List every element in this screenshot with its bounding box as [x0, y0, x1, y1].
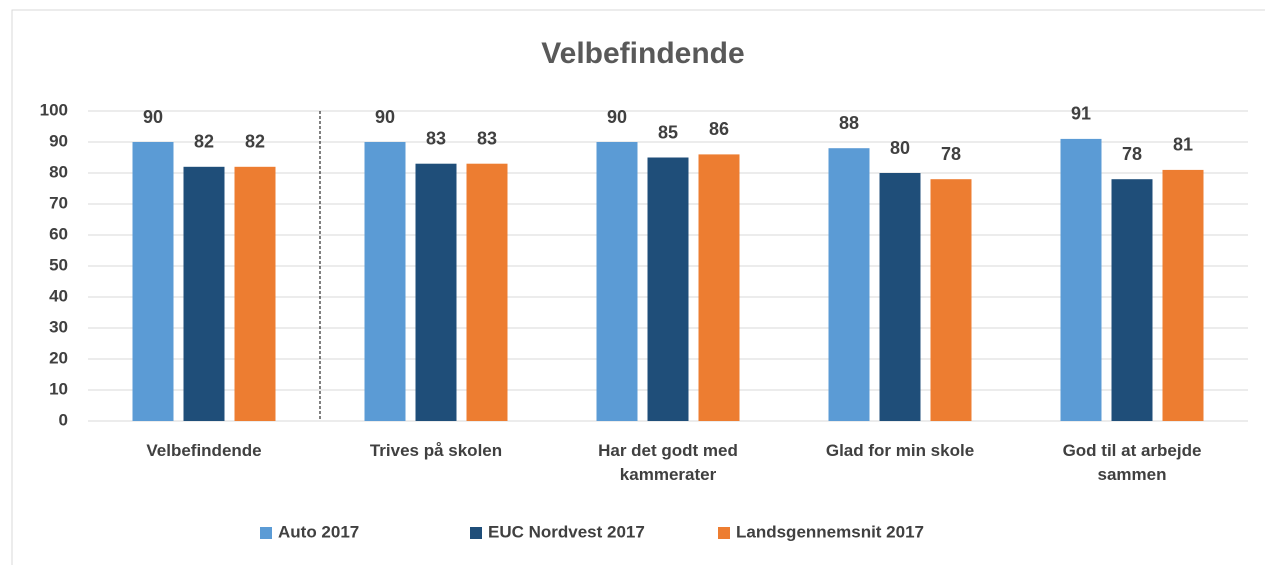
data-label: 91	[1071, 104, 1091, 124]
data-label: 82	[194, 132, 214, 152]
y-tick-label: 30	[49, 317, 68, 336]
y-tick-label: 10	[49, 379, 68, 398]
y-tick-label: 40	[49, 286, 68, 305]
bar	[879, 173, 921, 421]
x-tick-label: Velbefindende	[146, 441, 262, 460]
bar	[647, 157, 689, 421]
legend-swatch	[718, 527, 730, 539]
bar	[930, 179, 972, 421]
legend-label: EUC Nordvest 2017	[488, 522, 645, 541]
data-label: 90	[607, 107, 627, 127]
y-tick-label: 90	[49, 131, 68, 150]
data-label: 86	[709, 119, 729, 139]
data-label: 83	[477, 128, 497, 148]
y-tick-label: 50	[49, 255, 68, 274]
legend-label: Landsgennemsnit 2017	[736, 522, 924, 541]
data-label: 90	[143, 107, 163, 127]
x-tick-label: Trives på skolen	[369, 441, 503, 460]
data-label: 83	[426, 128, 446, 148]
bar	[234, 166, 276, 421]
legend-label: Auto 2017	[278, 522, 359, 541]
data-label: 82	[245, 132, 265, 152]
bar	[364, 142, 406, 421]
data-label: 81	[1173, 135, 1193, 155]
bar	[596, 142, 638, 421]
bar	[183, 166, 225, 421]
bar	[1060, 138, 1102, 421]
data-label: 88	[839, 113, 859, 133]
x-tick-label: God til at arbejde sammen	[1062, 441, 1202, 484]
data-label: 78	[1122, 144, 1142, 164]
bar	[828, 148, 870, 421]
legend-swatch	[260, 527, 272, 539]
bar	[415, 163, 457, 421]
y-tick-label: 60	[49, 224, 68, 243]
bar	[698, 154, 740, 421]
x-tick-label: Glad for min skole	[825, 441, 975, 460]
bar	[1162, 169, 1204, 421]
y-tick-label: 0	[59, 410, 68, 429]
data-label: 90	[375, 107, 395, 127]
y-tick-label: 70	[49, 193, 68, 212]
chart-title: Velbefindende	[541, 37, 744, 70]
data-label: 85	[658, 122, 678, 142]
y-tick-label: 20	[49, 348, 68, 367]
data-label: 78	[941, 144, 961, 164]
bar	[1111, 179, 1153, 421]
bar	[132, 142, 174, 421]
legend-swatch	[470, 527, 482, 539]
y-tick-label: 100	[40, 100, 68, 119]
y-tick-label: 80	[49, 162, 68, 181]
bar	[466, 163, 508, 421]
data-label: 80	[890, 138, 910, 158]
x-tick-label: Har det godt med kammerater	[598, 441, 738, 484]
